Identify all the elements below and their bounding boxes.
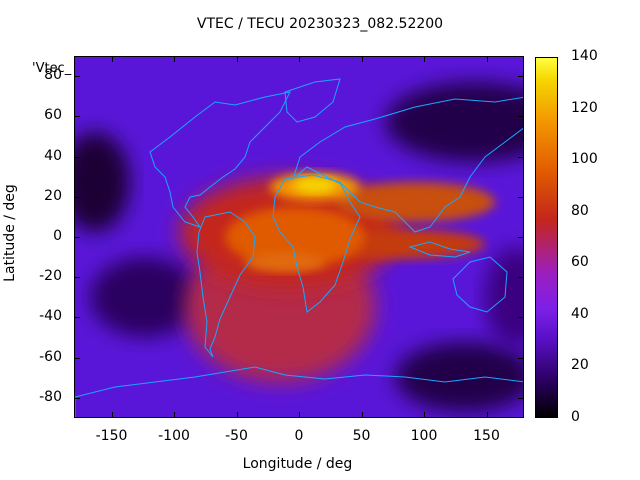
colorbar-tick-label: 60 xyxy=(571,254,589,271)
x-tick-mark xyxy=(424,412,425,418)
y-tick-mark xyxy=(518,156,524,158)
y-tick-mark xyxy=(74,76,80,78)
x-axis-label: Longitude / deg xyxy=(242,456,353,472)
coast-africa xyxy=(272,174,361,313)
plot-area xyxy=(74,56,524,418)
y-tick-mark xyxy=(74,317,80,319)
colorbar-tick-label: 100 xyxy=(571,151,598,168)
x-tick-label: -150 xyxy=(95,428,128,444)
coast-north-america xyxy=(149,91,291,228)
coast-antarctica xyxy=(75,366,523,417)
vtec-field xyxy=(75,82,523,412)
y-tick-mark xyxy=(518,76,524,78)
y-tick-mark xyxy=(518,317,524,319)
y-tick-label: -60 xyxy=(39,348,62,365)
x-tick-mark xyxy=(236,56,238,62)
colorbar-tick-label: 140 xyxy=(571,48,598,64)
y-tick-label: -20 xyxy=(39,268,62,285)
x-tick-mark xyxy=(486,56,488,62)
dark-region-north-pacific xyxy=(75,132,130,232)
y-axis-label: Latitude / deg xyxy=(2,184,18,282)
x-tick-mark xyxy=(424,56,425,62)
y-tick-label: 20 xyxy=(44,187,62,204)
y-tick-mark xyxy=(518,397,524,399)
x-tick-mark xyxy=(361,412,363,418)
y-tick-mark xyxy=(74,116,80,118)
heatmap-svg xyxy=(75,78,523,417)
y-tick-label: -80 xyxy=(39,388,62,405)
dark-region-south-indian xyxy=(395,342,523,412)
y-tick-mark xyxy=(74,237,80,238)
x-tick-label: 150 xyxy=(473,428,500,444)
region-equator-core xyxy=(225,207,365,267)
colorbar-tick-label: 40 xyxy=(571,305,589,322)
region-anomaly-peak xyxy=(293,177,337,193)
y-tick-mark xyxy=(518,196,524,198)
region-south-crest xyxy=(245,252,325,272)
y-tick-label: 0 xyxy=(53,228,62,244)
x-tick-mark xyxy=(111,56,113,62)
coast-europe-asia xyxy=(291,96,523,233)
coast-south-america xyxy=(196,211,256,358)
colorbar-tick-label: 0 xyxy=(571,409,580,425)
coast-indonesia xyxy=(408,241,471,258)
x-tick-label: -100 xyxy=(158,428,190,444)
y-tick-mark xyxy=(518,116,524,118)
chart-title: VTEC / TECU 20230323_082.52200 xyxy=(196,16,444,32)
coast-greenland xyxy=(284,78,341,123)
y-tick-mark xyxy=(74,277,80,279)
y-tick-mark xyxy=(74,156,80,158)
y-tick-mark xyxy=(518,357,524,359)
dark-region-australia xyxy=(485,247,523,347)
x-tick-label: 50 xyxy=(352,428,371,444)
y-tick-mark xyxy=(518,237,524,238)
y-tick-mark xyxy=(74,357,80,359)
x-tick-label: 0 xyxy=(294,428,304,444)
y-tick-label: -40 xyxy=(39,308,62,325)
x-tick-mark xyxy=(361,56,363,62)
x-tick-mark xyxy=(486,412,488,418)
colorbar-tick-label: 120 xyxy=(571,99,598,116)
x-tick-mark xyxy=(111,412,113,418)
y-tick-mark xyxy=(518,277,524,279)
y-tick-mark xyxy=(74,397,80,399)
x-tick-label: -50 xyxy=(225,428,248,444)
y-tick-label: 60 xyxy=(44,107,62,124)
coast-australia xyxy=(452,256,508,313)
x-tick-mark xyxy=(236,412,238,418)
x-tick-mark xyxy=(174,412,175,418)
y-tick-label: 40 xyxy=(44,147,62,164)
x-tick-mark xyxy=(299,56,300,62)
dark-region-siberia xyxy=(385,82,523,162)
map-overlay-label: 'Vtec_ xyxy=(32,61,72,76)
y-tick-label: 80 xyxy=(44,67,62,84)
x-tick-label: 100 xyxy=(410,428,438,444)
region-asia-band-north xyxy=(335,182,495,222)
colorbar-tick-label: 80 xyxy=(571,202,589,219)
x-tick-mark xyxy=(299,412,300,418)
coastlines xyxy=(75,78,523,417)
x-tick-mark xyxy=(174,56,175,62)
colorbar-tick-label: 20 xyxy=(571,357,589,374)
dark-region-south-pacific xyxy=(90,257,200,337)
colorbar xyxy=(535,57,558,418)
y-tick-mark xyxy=(74,196,80,198)
